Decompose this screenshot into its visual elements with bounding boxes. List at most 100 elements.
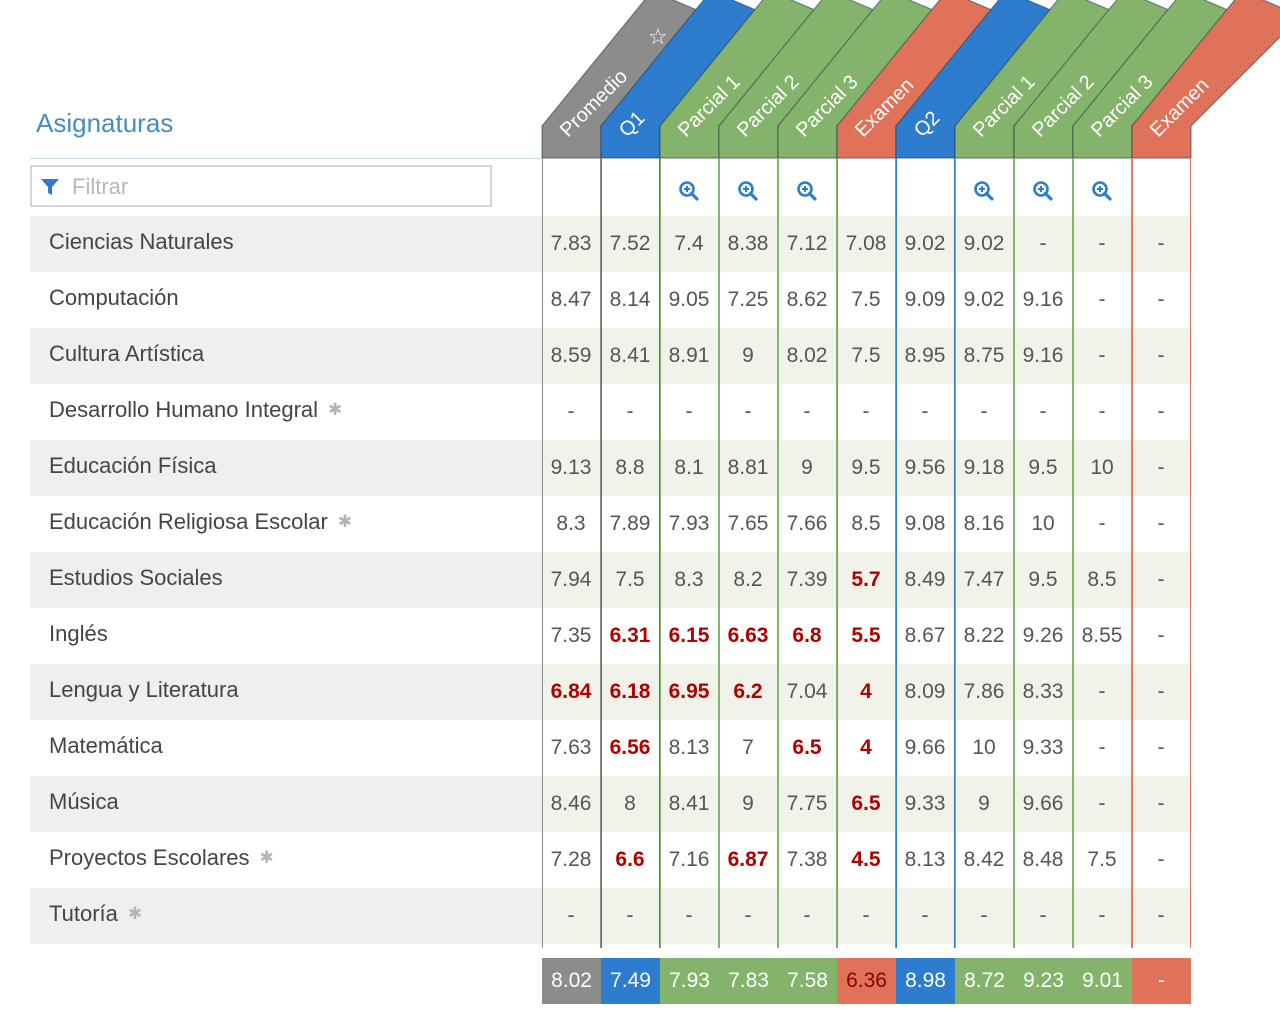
grade-cell[interactable]: - [1157,904,1165,927]
grade-cell[interactable]: - [921,904,929,927]
grade-cell[interactable]: 8.49 [904,568,946,591]
grade-cell[interactable]: - [803,904,811,927]
subject-row[interactable]: Desarrollo Humano Integral ✱ [30,384,542,440]
zoom-in-icon[interactable] [973,180,995,202]
grade-cell[interactable]: 8.55 [1081,624,1123,647]
grade-cell[interactable]: - [1157,288,1165,311]
grade-cell[interactable]: 7.94 [550,568,592,591]
grade-cell[interactable]: 6.18 [609,680,651,703]
grade-cell[interactable]: 8.5 [1087,568,1117,591]
column-header[interactable]: Q1 [600,0,772,159]
grade-cell[interactable]: - [685,400,693,423]
grade-cell[interactable]: 8.38 [727,232,769,255]
grade-cell[interactable]: - [744,904,752,927]
subject-row[interactable]: Proyectos Escolares ✱ [30,832,542,888]
grade-cell[interactable]: 6.8 [792,624,822,647]
subject-row[interactable]: Música [30,776,542,832]
grade-cell[interactable]: 8.2 [733,568,763,591]
grade-cell[interactable]: 10 [1031,512,1055,535]
grade-cell[interactable]: 9.66 [904,736,946,759]
grade-cell[interactable]: 6.84 [550,680,592,703]
grade-cell[interactable]: 8.22 [963,624,1005,647]
grade-cell[interactable]: - [1157,848,1165,871]
grade-cell[interactable]: - [980,400,988,423]
grade-cell[interactable]: 8.09 [904,680,946,703]
grade-cell[interactable]: 9 [742,792,754,815]
grade-cell[interactable]: - [1039,232,1047,255]
grade-cell[interactable]: 7.5 [615,568,645,591]
subject-row[interactable]: Computación [30,272,542,328]
grade-cell[interactable]: 8.95 [904,344,946,367]
grade-cell[interactable]: 9.13 [550,456,592,479]
grade-cell[interactable]: 5.5 [851,624,881,647]
grade-cell[interactable]: - [567,400,575,423]
grade-cell[interactable]: 8.8 [615,456,645,479]
grade-cell[interactable]: 9.5 [1028,568,1058,591]
grade-cell[interactable]: - [1098,736,1106,759]
grade-cell[interactable]: 8.59 [550,344,592,367]
grade-cell[interactable]: 8.13 [904,848,946,871]
grade-cell[interactable]: 7.4 [674,232,704,255]
grade-cell[interactable]: - [1157,568,1165,591]
grade-cell[interactable]: 7.39 [786,568,828,591]
grade-cell[interactable]: 10 [972,736,996,759]
grade-cell[interactable]: - [1157,792,1165,815]
subject-row[interactable]: Inglés [30,608,542,664]
grade-cell[interactable]: - [1157,736,1165,759]
grade-cell[interactable]: 8.75 [963,344,1005,367]
grade-cell[interactable]: 8.16 [963,512,1005,535]
grade-cell[interactable]: 7.65 [727,512,769,535]
grade-cell[interactable]: 7.47 [963,568,1005,591]
grade-cell[interactable]: 7.75 [786,792,828,815]
grade-cell[interactable]: 9.16 [1022,344,1064,367]
grade-cell[interactable]: - [1039,400,1047,423]
grade-cell[interactable]: 9.09 [904,288,946,311]
grade-cell[interactable]: - [803,400,811,423]
grade-cell[interactable]: 8.91 [668,344,710,367]
subject-row[interactable]: Educación Religiosa Escolar ✱ [30,496,542,552]
grade-cell[interactable]: 7.25 [727,288,769,311]
grade-cell[interactable]: 9.5 [851,456,881,479]
grade-cell[interactable]: 7.5 [851,344,881,367]
grade-cell[interactable]: 7.5 [1087,848,1117,871]
grade-cell[interactable]: 8.41 [609,344,651,367]
grade-cell[interactable]: 9.18 [963,456,1005,479]
grade-cell[interactable]: 7.5 [851,288,881,311]
grade-cell[interactable]: 9.56 [904,456,946,479]
grade-cell[interactable]: 8.48 [1022,848,1064,871]
grade-cell[interactable]: 8.3 [556,512,586,535]
filter-input[interactable] [70,171,484,203]
grade-cell[interactable]: 9 [742,344,754,367]
grade-cell[interactable]: 6.6 [615,848,645,871]
grade-cell[interactable]: 8.62 [786,288,828,311]
grade-cell[interactable]: 6.95 [668,680,710,703]
grade-cell[interactable]: 4.5 [851,848,881,871]
grade-cell[interactable]: 9.26 [1022,624,1064,647]
subject-row[interactable]: Ciencias Naturales [30,216,542,272]
grade-cell[interactable]: 8.42 [963,848,1005,871]
grade-cell[interactable]: - [1157,344,1165,367]
grade-cell[interactable]: 9.02 [904,232,946,255]
grade-cell[interactable]: 8.41 [668,792,710,815]
grade-cell[interactable]: - [1157,456,1165,479]
subject-row[interactable]: Tutoría ✱ [30,888,542,944]
grade-cell[interactable]: 8.13 [668,736,710,759]
grade-cell[interactable]: 6.2 [733,680,763,703]
subject-row[interactable]: Cultura Artística [30,328,542,384]
grade-cell[interactable]: 4 [860,680,872,703]
zoom-in-icon[interactable] [1091,180,1113,202]
grade-cell[interactable]: 7.52 [609,232,651,255]
grade-cell[interactable]: 9.08 [904,512,946,535]
grade-cell[interactable]: - [567,904,575,927]
zoom-in-icon[interactable] [737,180,759,202]
grade-cell[interactable]: 7.83 [550,232,592,255]
grade-cell[interactable]: - [1098,232,1106,255]
grade-cell[interactable]: 8.02 [786,344,828,367]
grade-cell[interactable]: 9.33 [904,792,946,815]
grade-cell[interactable]: - [921,400,929,423]
grade-cell[interactable]: 8.67 [904,624,946,647]
grade-cell[interactable]: 6.31 [609,624,651,647]
grade-cell[interactable]: 10 [1090,456,1114,479]
grade-cell[interactable]: 7.16 [668,848,710,871]
zoom-in-icon[interactable] [796,180,818,202]
